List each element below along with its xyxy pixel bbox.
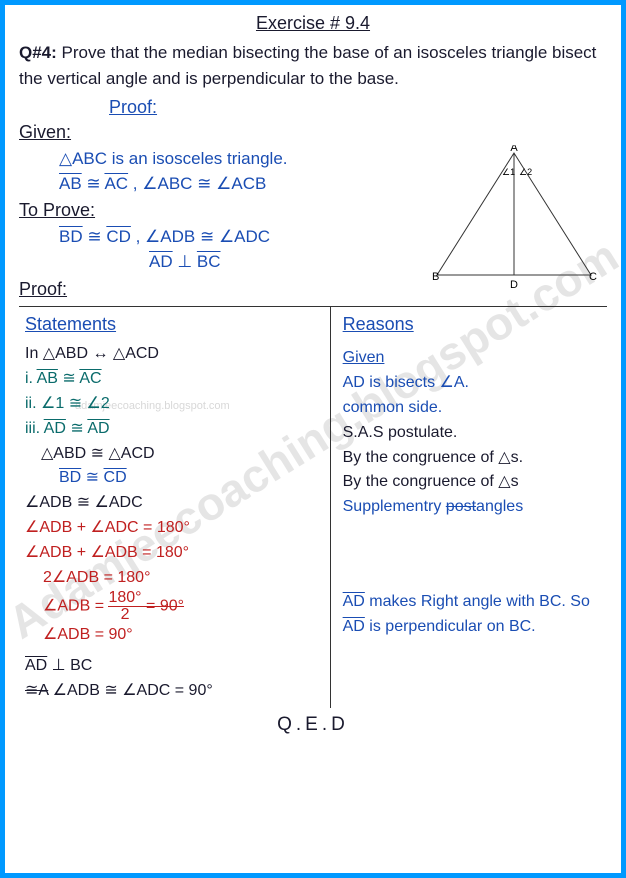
svg-text:A: A bbox=[510, 145, 518, 154]
reasons-column: Reasons Given AD is bisects ∠A. common s… bbox=[331, 307, 607, 708]
svg-text:D: D bbox=[510, 279, 518, 291]
qed-text: Q.E.D bbox=[19, 714, 607, 736]
svg-text:∠2: ∠2 bbox=[519, 167, 532, 177]
stmt-11: ∠ADB = 90° bbox=[43, 623, 324, 648]
toprove-bc: BC bbox=[197, 252, 221, 271]
stmt-6: ∠ADB ≅ ∠ADC bbox=[25, 491, 324, 516]
stmt-4: iii. AD ≅ AD bbox=[25, 417, 324, 442]
reason-5: By the congruence of △s. bbox=[343, 446, 601, 471]
proof-label: Proof: bbox=[109, 97, 607, 118]
stmt-2: i. AB ≅ AC bbox=[25, 367, 324, 392]
proof-table: Statements In △ABD ↔ △ACD i. AB ≅ AC ii.… bbox=[19, 306, 607, 708]
stmt-10: ∠ADB = 180°2 = 90° bbox=[43, 590, 324, 623]
stmt-5a: △ABD ≅ △ACD bbox=[41, 442, 324, 467]
reason-3: common side. bbox=[343, 396, 601, 421]
toprove-perp: ⊥ bbox=[173, 252, 197, 271]
question-block: Q#4: Prove that the median bisecting the… bbox=[19, 40, 607, 91]
stmt-12: AD ⊥ BC bbox=[25, 654, 324, 679]
reasons-header: Reasons bbox=[343, 311, 601, 339]
question-text: Prove that the median bisecting the base… bbox=[19, 43, 596, 88]
statements-header: Statements bbox=[25, 311, 324, 339]
question-label: Q#4: bbox=[19, 43, 57, 62]
given-label: Given: bbox=[19, 122, 607, 143]
triangle-diagram: A B C D ∠1 ∠2 bbox=[429, 145, 599, 295]
toprove-cd: CD bbox=[106, 227, 131, 246]
reason-8: AD makes Right angle with BC. So AD is p… bbox=[343, 590, 601, 640]
svg-text:∠1: ∠1 bbox=[502, 167, 515, 177]
reason-4: S.A.S postulate. bbox=[343, 421, 601, 446]
reason-2: AD is bisects ∠A. bbox=[343, 371, 601, 396]
stmt-9: 2∠ADB = 180° bbox=[43, 566, 324, 591]
statements-column: Statements In △ABD ↔ △ACD i. AB ≅ AC ii.… bbox=[19, 307, 331, 708]
stmt-7: ∠ADB + ∠ADC = 180° bbox=[25, 516, 324, 541]
given-ac: AC bbox=[104, 174, 128, 193]
given-cong: ≅ bbox=[82, 174, 105, 193]
exercise-title: Exercise # 9.4 bbox=[19, 13, 607, 34]
toprove-bd: BD bbox=[59, 227, 83, 246]
given-angles: , ∠ABC ≅ ∠ACB bbox=[128, 174, 266, 193]
reason-1: Given bbox=[343, 346, 601, 371]
svg-text:B: B bbox=[432, 271, 439, 283]
stmt-1: In △ABD ↔ △ACD bbox=[25, 342, 324, 367]
reason-6: By the congruence of △s bbox=[343, 470, 601, 495]
svg-text:C: C bbox=[589, 271, 597, 283]
given-ab: AB bbox=[59, 174, 82, 193]
page: Exercise # 9.4 Q#4: Prove that the media… bbox=[5, 5, 621, 744]
stmt-5b: BD ≅ CD bbox=[59, 466, 324, 491]
toprove-ad: AD bbox=[149, 252, 173, 271]
toprove-cong: ≅ bbox=[83, 227, 107, 246]
toprove-angs: , ∠ADB ≅ ∠ADC bbox=[131, 227, 270, 246]
stmt-8: ∠ADB + ∠ADB = 180° bbox=[25, 541, 324, 566]
reason-7: Supplementry postangles bbox=[343, 495, 601, 520]
stmt-3: ii. ∠1 ≅ ∠2 bbox=[25, 392, 324, 417]
stmt-13: ≅A ∠ADB ≅ ∠ADC = 90° bbox=[25, 679, 324, 704]
